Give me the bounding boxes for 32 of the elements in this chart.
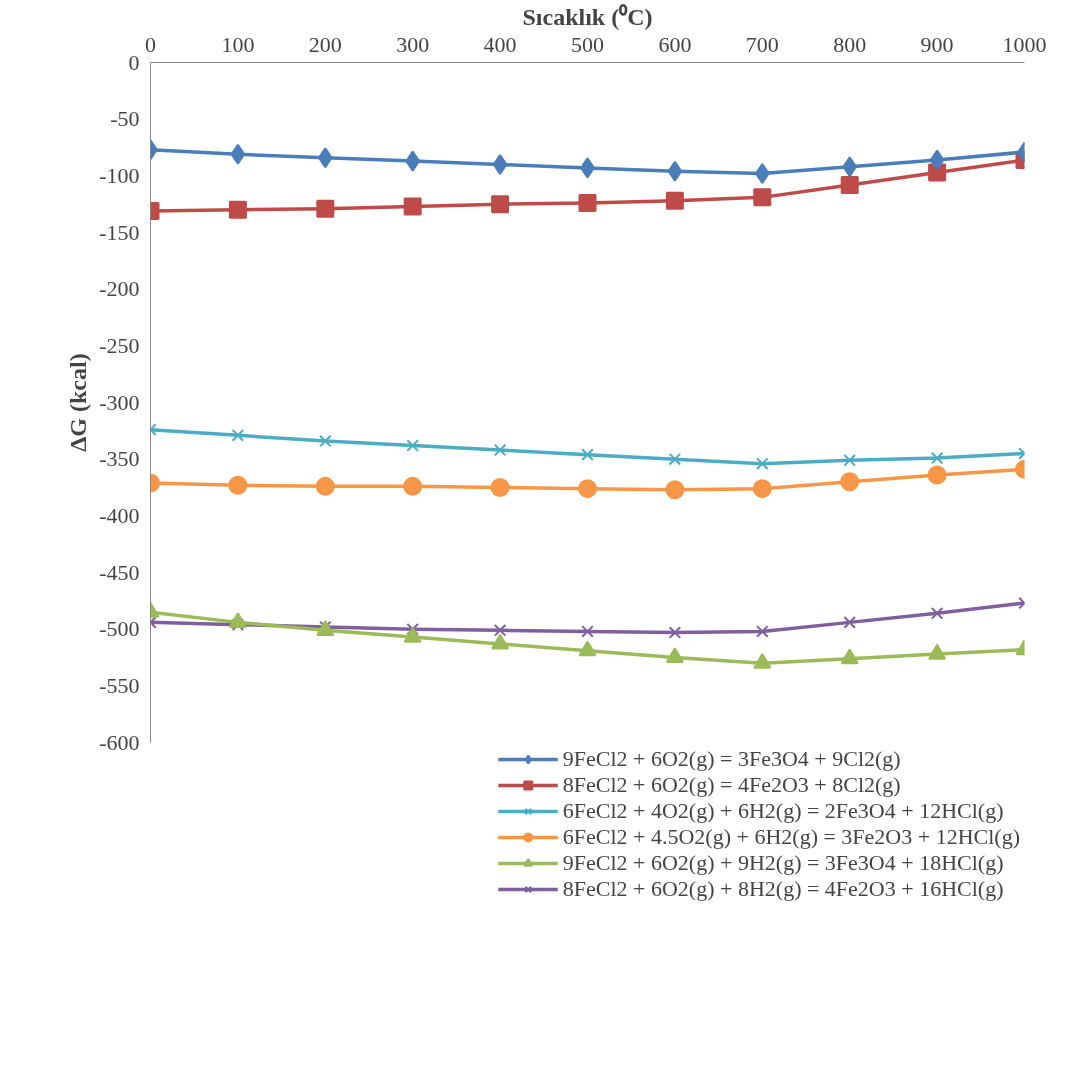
x-tick-label: 400 bbox=[483, 31, 517, 57]
x-tick-label: 100 bbox=[221, 31, 255, 57]
y-tick-label: 0 bbox=[128, 49, 140, 75]
y-tick-label: -250 bbox=[99, 332, 140, 358]
y-tick-label: -550 bbox=[99, 672, 140, 698]
y-tick-label: -350 bbox=[99, 446, 140, 472]
y-tick-label: -600 bbox=[99, 729, 140, 755]
x-tick-label: 0 bbox=[145, 31, 156, 57]
legend-label: 9FeCl2 + 6O2(g) = 3Fe3O4 + 9Cl2(g) bbox=[562, 746, 901, 772]
legend-label: 8FeCl2 + 6O2(g) + 8H2(g) = 4Fe2O3 + 16HCl(g) bbox=[562, 876, 1004, 902]
x-tick-label: 600 bbox=[658, 31, 692, 57]
y-tick-label: -50 bbox=[110, 106, 140, 132]
x-tick-label: 500 bbox=[571, 31, 604, 57]
y-tick-label: -300 bbox=[99, 389, 140, 415]
x-tick-label: 900 bbox=[920, 31, 954, 57]
x-tick-label: 200 bbox=[308, 31, 342, 57]
legend-label: 6FeCl2 + 4.5O2(g) + 6H2(g) = 3Fe2O3 + 12HCl(g) bbox=[562, 824, 1020, 850]
x-axis-title: Sıcaklık (⁰C) bbox=[522, 3, 653, 30]
y-tick-label: -500 bbox=[99, 616, 140, 642]
x-tick-label: 1000 bbox=[1002, 31, 1047, 57]
y-tick-label: -100 bbox=[99, 162, 140, 188]
y-tick-label: -150 bbox=[99, 219, 140, 245]
y-tick-label: -450 bbox=[99, 559, 140, 585]
legend-label: 8FeCl2 + 6O2(g) = 4Fe2O3 + 8Cl2(g) bbox=[562, 772, 901, 798]
legend-label: 6FeCl2 + 4O2(g) + 6H2(g) = 2Fe3O4 + 12HCl(g) bbox=[562, 798, 1004, 824]
x-tick-label: 300 bbox=[396, 31, 430, 57]
y-axis-title: ΔG (kcal) bbox=[65, 353, 92, 452]
x-tick-label: 800 bbox=[833, 31, 867, 57]
y-tick-label: -400 bbox=[99, 502, 140, 528]
y-tick-label: -200 bbox=[99, 276, 140, 302]
x-tick-label: 700 bbox=[745, 31, 779, 57]
legend-label: 9FeCl2 + 6O2(g) + 9H2(g) = 3Fe3O4 + 18HCl(g) bbox=[562, 850, 1004, 876]
